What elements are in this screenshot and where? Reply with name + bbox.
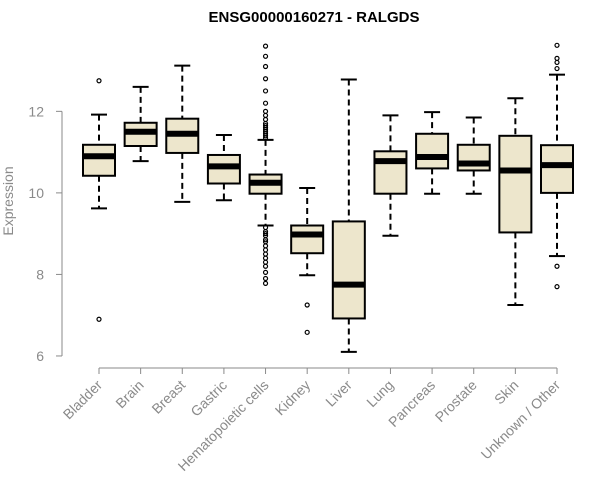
outlier-point <box>262 112 269 119</box>
outlier-point <box>554 263 560 269</box>
x-tick-label: Unknown / Other <box>478 377 564 463</box>
outlier-point <box>96 78 102 84</box>
box-pancreas <box>415 111 450 195</box>
x-tick-label: Skin <box>491 377 522 408</box>
y-axis-label: Expression <box>0 166 16 235</box>
outlier-point <box>262 280 269 286</box>
outlier-point <box>262 259 269 265</box>
box-breast <box>165 64 200 203</box>
box-prostate <box>456 116 491 195</box>
outlier-point <box>262 53 269 59</box>
outlier-point <box>554 65 560 72</box>
box-gastric <box>206 133 241 202</box>
y-axis: 6 8 10 12 <box>28 103 63 364</box>
box-lung <box>373 114 408 237</box>
outlier-point <box>262 247 269 253</box>
outlier-point <box>554 59 560 66</box>
box-hematopoietic-cells <box>248 43 283 286</box>
x-tick-label: Lung <box>363 377 396 410</box>
outlier-point <box>262 43 269 49</box>
outlier-point <box>554 55 560 61</box>
outlier-point <box>262 255 269 261</box>
box-iqr <box>373 150 408 195</box>
x-tick-label: Liver <box>322 377 355 410</box>
box-bladder <box>82 78 116 322</box>
box-iqr <box>415 132 450 170</box>
outlier-point <box>262 76 269 82</box>
y-tick-label: 6 <box>36 348 44 364</box>
y-tick-label: 12 <box>28 103 44 119</box>
box-brain <box>123 85 158 163</box>
chart-title: ENSG00000160271 - RALGDS <box>209 9 420 26</box>
x-tick-label: Kidney <box>272 377 314 419</box>
outlier-point <box>262 63 269 70</box>
outlier-point <box>262 243 269 249</box>
outlier-point <box>262 88 269 94</box>
outlier-point <box>262 116 269 123</box>
outlier-point <box>262 133 269 139</box>
y-tick-label: 10 <box>28 185 44 201</box>
outlier-point <box>262 237 269 243</box>
outlier-point <box>262 275 269 282</box>
outlier-point <box>554 284 560 290</box>
outlier-point <box>96 316 102 322</box>
x-tick-label: Prostate <box>432 377 480 425</box>
x-tick-label: Brain <box>112 377 146 411</box>
outlier-point <box>262 100 269 106</box>
outlier-point <box>304 302 310 308</box>
box-iqr <box>456 143 491 172</box>
boxes-group <box>82 42 574 353</box>
outlier-point <box>262 269 269 275</box>
box-unknown-other <box>540 42 574 290</box>
outlier-point <box>262 263 269 269</box>
x-tick-label: Breast <box>148 377 188 417</box>
box-liver <box>331 78 366 353</box>
outlier-point <box>304 329 310 335</box>
box-iqr <box>82 143 116 177</box>
x-tick-label: Bladder <box>60 377 106 423</box>
outlier-point <box>262 108 269 114</box>
y-tick-label: 8 <box>36 266 44 282</box>
box-iqr <box>290 224 325 255</box>
box-kidney <box>290 186 325 335</box>
box-iqr <box>498 134 533 234</box>
outlier-point <box>262 135 269 141</box>
box-iqr <box>331 220 366 320</box>
box-skin <box>498 97 533 306</box>
outlier-point <box>262 251 269 257</box>
box-iqr <box>540 144 574 194</box>
outlier-point <box>262 231 269 237</box>
outlier-point <box>554 42 560 48</box>
